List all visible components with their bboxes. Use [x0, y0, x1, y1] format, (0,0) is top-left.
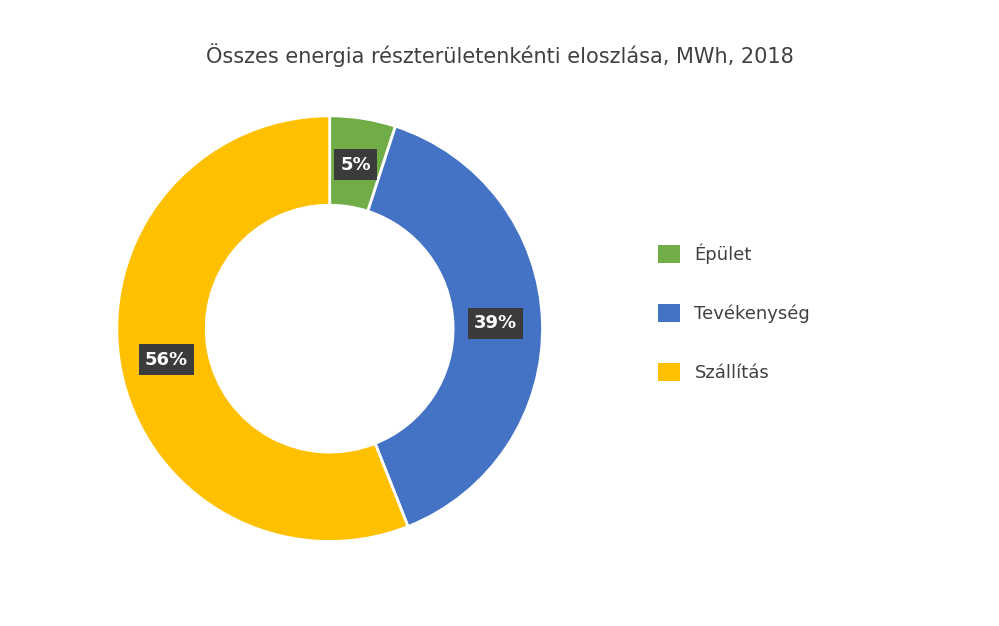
Text: Összes energia részterületenkénti eloszlása, MWh, 2018: Összes energia részterületenkénti eloszl…	[206, 44, 793, 68]
Wedge shape	[330, 116, 396, 211]
Wedge shape	[368, 126, 542, 526]
Text: 56%: 56%	[145, 351, 188, 369]
Text: 5%: 5%	[341, 156, 371, 173]
Text: 39%: 39%	[475, 314, 517, 332]
Legend: Épület, Tevékenység, Szállítás: Épület, Tevékenység, Szállítás	[658, 244, 810, 382]
Wedge shape	[117, 116, 408, 541]
